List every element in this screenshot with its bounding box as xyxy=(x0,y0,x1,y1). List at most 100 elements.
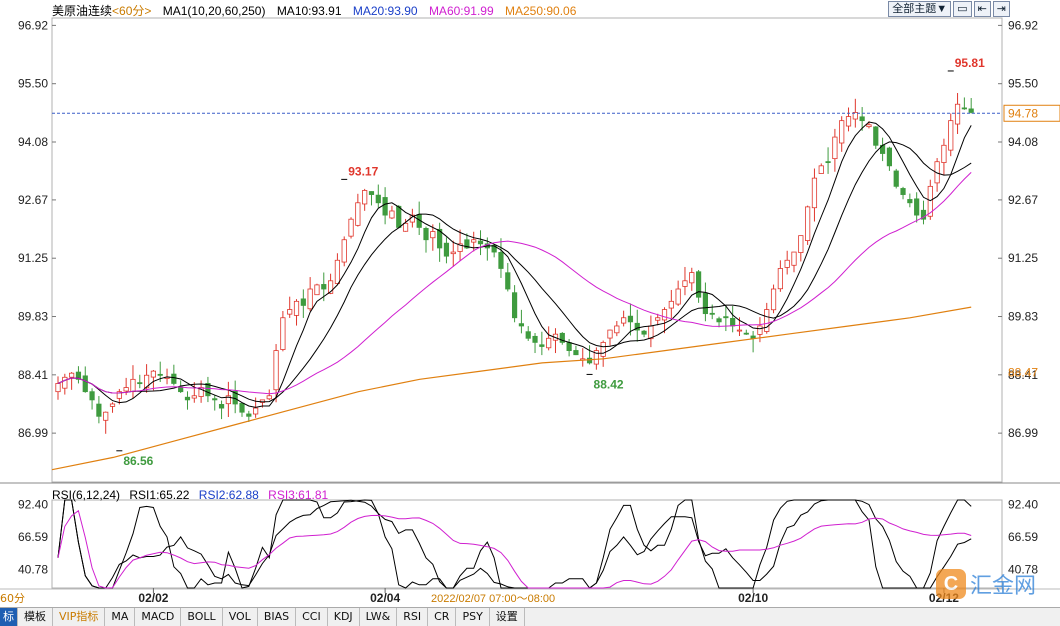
tab-13[interactable]: PSY xyxy=(456,608,490,626)
rsi3-value: RSI3:61.81 xyxy=(268,488,329,502)
candle-body xyxy=(593,350,599,365)
candle-body xyxy=(498,252,504,269)
candle-body xyxy=(559,332,565,343)
candle-body xyxy=(389,210,395,219)
candle-body xyxy=(566,342,572,352)
y-tick-label-left: 96.92 xyxy=(18,18,48,32)
tab-10[interactable]: LW& xyxy=(360,608,398,626)
candle-body xyxy=(253,407,259,415)
candle-body xyxy=(859,116,865,122)
time-tag: 2022/02/07 07:00～08:00 xyxy=(429,590,558,606)
current-price-tag: 94.78 xyxy=(1008,106,1038,120)
tab-0[interactable]: 标 xyxy=(0,608,18,626)
candle-body xyxy=(457,243,463,252)
candle-body xyxy=(866,124,872,128)
y-tick-label-right: 88.41 xyxy=(1008,368,1038,382)
candle-body xyxy=(300,298,306,306)
candle-body xyxy=(825,161,831,164)
candle-body xyxy=(184,396,191,401)
tab-12[interactable]: CR xyxy=(428,608,457,626)
ma60-value: MA60:91.99 xyxy=(428,4,494,18)
candle-body xyxy=(927,185,933,217)
candle-body xyxy=(491,244,497,253)
candle-body xyxy=(143,374,150,389)
candle-body xyxy=(69,372,75,378)
tab-11[interactable]: RSI xyxy=(397,608,429,626)
x-tick-label: 02/02 xyxy=(138,591,168,605)
theme-dropdown[interactable]: 全部主题▼ xyxy=(888,1,952,17)
scroll-right-icon[interactable]: ⇥ xyxy=(992,1,1010,17)
candle-body xyxy=(757,325,763,335)
candle-body xyxy=(784,259,790,268)
candle-body xyxy=(423,227,429,241)
candle-body xyxy=(730,317,736,327)
candle-body xyxy=(246,413,252,417)
candle-body xyxy=(716,318,722,323)
candle-body xyxy=(396,205,402,228)
candle-body xyxy=(675,288,681,305)
tab-14[interactable]: 设置 xyxy=(490,608,525,626)
candle-body xyxy=(743,332,749,335)
candle-body xyxy=(968,108,974,113)
window-icon[interactable]: ▭ xyxy=(953,1,972,17)
candle-body xyxy=(914,198,920,216)
rsi-tick-right: 40.78 xyxy=(1008,562,1038,576)
candle-body xyxy=(702,292,709,315)
x-tick-label: 02/04 xyxy=(370,591,400,605)
tab-4[interactable]: MACD xyxy=(135,608,182,626)
rsi-tick-left: 40.78 xyxy=(18,562,48,576)
candle-body xyxy=(157,373,163,376)
annotation-label: 88.42 xyxy=(594,377,624,391)
y-tick-label-left: 88.41 xyxy=(18,368,48,382)
candle-body xyxy=(443,242,450,257)
candle-body xyxy=(82,375,88,393)
rsi1-value: RSI1:65.22 xyxy=(129,488,190,502)
y-tick-label-left: 94.08 xyxy=(18,135,48,149)
candle-body xyxy=(382,197,388,216)
toolbar: 全部主题▼ ▭ ⇤ ⇥ xyxy=(888,1,1010,17)
candle-body xyxy=(259,399,266,403)
candle-body xyxy=(205,382,211,397)
annotation-label: 93.17 xyxy=(348,164,378,178)
candle-body xyxy=(655,317,661,321)
candle-body xyxy=(116,391,122,399)
logo: C 汇金网 xyxy=(936,568,1036,600)
tab-8[interactable]: CCI xyxy=(296,608,328,626)
candle-body xyxy=(239,402,245,413)
logo-icon: C xyxy=(936,569,966,599)
candle-body xyxy=(505,272,511,290)
candle-body xyxy=(750,335,756,339)
candle-body xyxy=(627,315,634,323)
candle-body xyxy=(375,194,381,204)
rsi-header: RSI(6,12,24) RSI1:65.22 RSI2:62.88 RSI3:… xyxy=(52,488,334,502)
current-price-tag-box xyxy=(1003,104,1060,122)
candle-body xyxy=(845,116,852,127)
candle-body xyxy=(334,259,341,284)
price-header: 美原油连续<60分> MA1(10,20,60,250) MA10:93.91 … xyxy=(52,2,584,19)
candle-body xyxy=(150,370,157,378)
tab-3[interactable]: MA xyxy=(105,608,136,626)
tab-2[interactable]: VIP指标 xyxy=(53,608,106,626)
ma10-line xyxy=(57,121,972,408)
ma20-line xyxy=(57,141,972,403)
scroll-left-icon[interactable]: ⇤ xyxy=(973,1,991,17)
y-tick-label-right: 95.50 xyxy=(1008,77,1038,91)
candle-body xyxy=(948,120,954,151)
candle-body xyxy=(573,350,579,356)
tab-7[interactable]: BIAS xyxy=(258,608,297,626)
symbol-name: 美原油连续 xyxy=(52,4,113,18)
candle-body xyxy=(764,309,770,332)
tab-5[interactable]: BOLL xyxy=(181,608,223,626)
tab-6[interactable]: VOL xyxy=(223,608,258,626)
annotation-label: 86.56 xyxy=(123,454,153,468)
tab-9[interactable]: KDJ xyxy=(328,608,360,626)
price-chart[interactable]: 96.92 96.92 95.50 95.50 94.08 94.08 92.67 92.67… xyxy=(0,0,1060,607)
candle-body xyxy=(723,316,729,319)
y-tick-label-right: 94.08 xyxy=(1008,135,1038,149)
y-tick-label-left: 91.25 xyxy=(18,251,48,265)
rsi3-line xyxy=(57,509,972,589)
candle-body xyxy=(668,300,674,309)
rsi-label: RSI(6,12,24) xyxy=(52,488,121,502)
y-tick-label-left: 86.99 xyxy=(18,426,48,440)
tab-1[interactable]: 模板 xyxy=(18,608,53,626)
